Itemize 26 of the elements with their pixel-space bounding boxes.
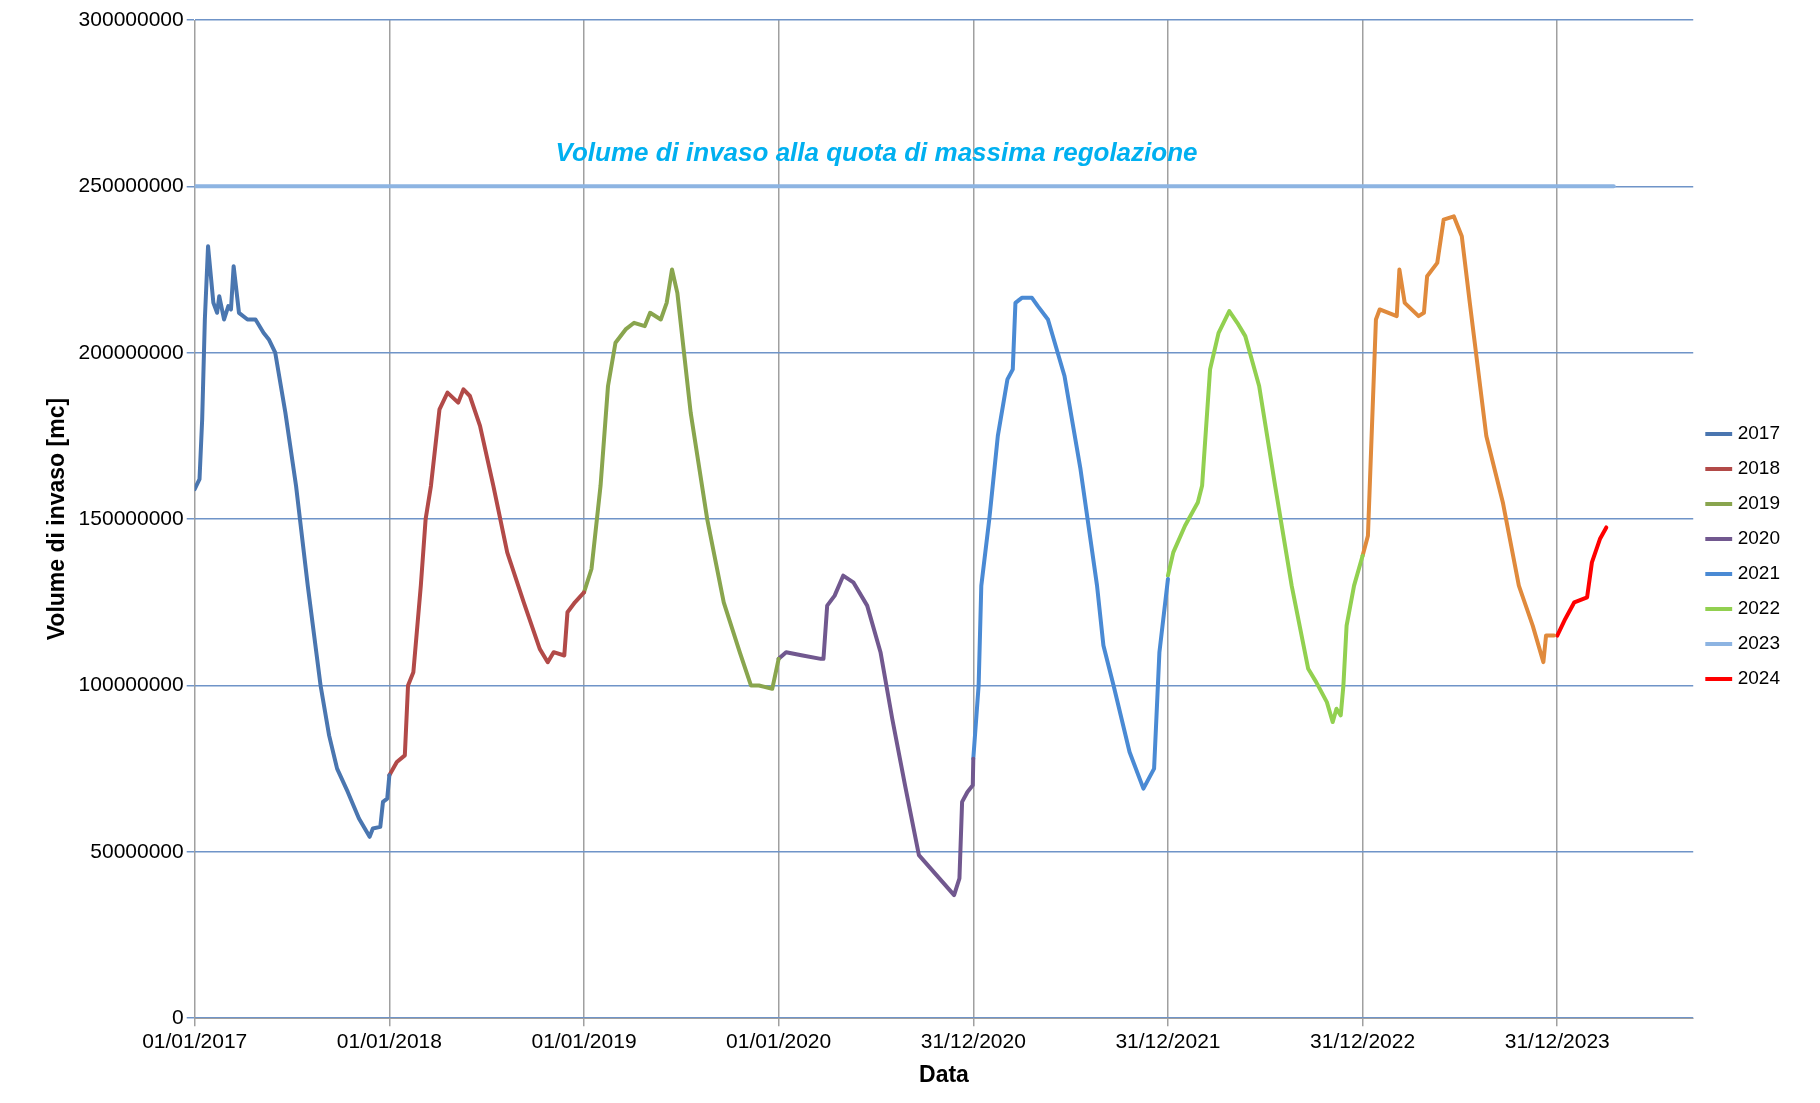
legend-label: 2017 <box>1737 422 1781 444</box>
y-tick-label: 300000000 <box>78 6 184 30</box>
x-tick-label: 01/01/2020 <box>726 1028 832 1052</box>
x-tick-label: 01/01/2018 <box>336 1028 442 1052</box>
legend-label: 2021 <box>1737 562 1781 584</box>
x-tick-label: 31/12/2020 <box>920 1028 1026 1052</box>
x-tick-label: 31/12/2021 <box>1115 1028 1221 1052</box>
y-tick-label: 0 <box>172 1005 184 1028</box>
legend-label: 2018 <box>1737 457 1781 479</box>
x-tick-label: 31/12/2023 <box>1504 1028 1610 1052</box>
legend-label: 2020 <box>1737 527 1781 549</box>
x-axis-title: Data <box>919 1060 970 1087</box>
y-tick-label: 50000000 <box>90 838 184 862</box>
legend-label: 2022 <box>1737 597 1781 619</box>
legend-label: 2023 <box>1737 632 1781 654</box>
x-tick-label: 01/01/2019 <box>531 1028 637 1052</box>
legend-label: 2019 <box>1737 492 1781 514</box>
y-tick-label: 250000000 <box>78 173 184 197</box>
y-tick-label: 100000000 <box>78 672 184 696</box>
x-tick-label: 31/12/2022 <box>1310 1028 1416 1052</box>
y-tick-label: 200000000 <box>78 339 184 363</box>
y-axis-title: Volume di invaso [mc] <box>43 397 70 641</box>
annotation: Volume di invaso alla quota di massima regolazione <box>555 136 1198 167</box>
legend-label: 2024 <box>1737 667 1781 689</box>
y-tick-label: 150000000 <box>78 505 184 529</box>
x-tick-label: 01/01/2017 <box>142 1028 248 1052</box>
